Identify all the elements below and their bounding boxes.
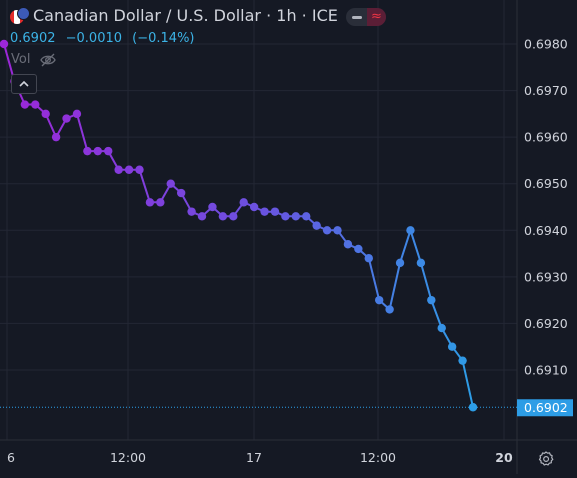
data-point — [364, 254, 373, 263]
data-point — [41, 109, 50, 119]
data-point — [62, 114, 71, 123]
data-point — [427, 295, 436, 305]
price-line — [3, 43, 474, 408]
data-point — [395, 258, 405, 268]
y-tick-label: 0.6910 — [524, 363, 568, 378]
x-tick-label: 20 — [495, 450, 513, 465]
data-point — [166, 179, 175, 188]
y-tick-label: 0.6960 — [524, 130, 568, 145]
data-point — [437, 323, 446, 333]
x-tick-label: 12:00 — [360, 450, 396, 465]
x-tick-label: 17 — [246, 450, 262, 465]
data-point — [291, 212, 301, 221]
chart-legend: Canadian Dollar / U.S. Dollar · 1h · ICE… — [0, 0, 520, 94]
data-point — [72, 109, 82, 119]
x-tick-label: 6 — [7, 450, 15, 465]
data-point — [260, 207, 269, 216]
data-point — [176, 188, 186, 198]
y-tick-label: 0.6940 — [524, 223, 568, 238]
data-point — [312, 221, 321, 230]
data-point — [20, 100, 30, 109]
data-point — [31, 100, 40, 109]
data-point — [93, 146, 103, 156]
data-point — [281, 212, 290, 221]
data-point — [270, 207, 280, 216]
compare-toggle[interactable]: ≈ — [346, 8, 386, 26]
x-tick-label: 12:00 — [110, 450, 146, 465]
gear-icon[interactable] — [537, 450, 555, 468]
data-point — [343, 240, 353, 249]
data-point — [114, 165, 123, 174]
y-tick-label: 0.6970 — [524, 83, 568, 98]
chevron-up-icon — [19, 80, 29, 87]
data-point — [354, 244, 363, 254]
data-point — [333, 226, 342, 235]
last-price-tag-group: 0.6902 — [0, 399, 573, 417]
data-point — [83, 146, 92, 156]
last-price-tag — [517, 399, 573, 417]
data-point — [406, 226, 415, 235]
data-point — [385, 305, 394, 314]
last-price-tag-label: 0.6902 — [524, 400, 568, 415]
data-point — [302, 212, 311, 221]
price-readout: 0.6902 −0.0010 (−0.14%) — [10, 31, 201, 46]
data-point — [468, 403, 478, 412]
wave-icon: ≈ — [367, 8, 386, 26]
collapse-legend-button[interactable] — [11, 74, 37, 94]
data-point — [135, 165, 144, 174]
data-point — [447, 342, 457, 351]
eye-crossed-icon[interactable] — [39, 52, 57, 68]
symbol-title[interactable]: Canadian Dollar / U.S. Dollar · 1h · ICE — [33, 6, 338, 25]
data-point — [458, 356, 467, 365]
y-tick-label: 0.6950 — [524, 176, 568, 191]
price-change: −0.0010 — [65, 31, 123, 46]
data-point — [322, 226, 332, 235]
data-point — [239, 198, 248, 207]
data-point — [208, 202, 217, 212]
data-point — [375, 295, 384, 305]
y-tick-label: 0.6980 — [524, 37, 568, 52]
data-point — [104, 146, 113, 156]
data-point — [145, 198, 155, 207]
data-point — [0, 39, 9, 49]
data-point — [416, 258, 426, 268]
data-point — [197, 212, 207, 221]
series-line — [0, 39, 478, 412]
price-change-percent: (−0.14%) — [132, 31, 195, 46]
y-tick-label: 0.6930 — [524, 269, 568, 284]
volume-label: Vol — [11, 52, 31, 67]
data-point — [218, 212, 228, 221]
data-point — [51, 132, 61, 142]
data-point — [187, 207, 196, 216]
data-point — [124, 165, 134, 174]
y-tick-label: 0.6920 — [524, 316, 568, 331]
data-point — [249, 202, 259, 212]
last-price: 0.6902 — [10, 31, 56, 46]
data-point — [229, 212, 238, 221]
us-flag-icon — [17, 7, 30, 20]
minus-icon — [352, 16, 362, 19]
data-point — [156, 198, 165, 207]
